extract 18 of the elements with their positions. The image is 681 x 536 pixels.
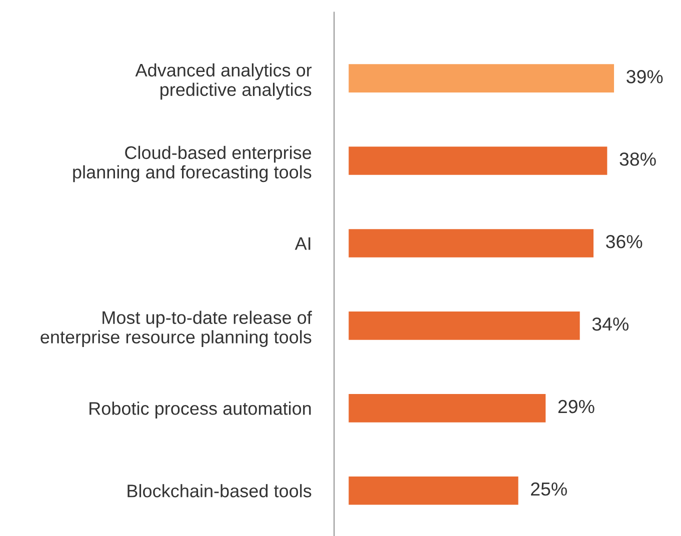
bar <box>348 475 520 506</box>
bar <box>348 310 582 342</box>
bar <box>348 145 609 176</box>
bar <box>348 392 548 424</box>
y-tick-label: Advanced analytics or predictive analytics <box>135 63 312 100</box>
data-label: 36% <box>606 234 642 248</box>
data-label: 38% <box>620 152 656 166</box>
y-tick-label: AI <box>294 237 310 250</box>
data-label: 39% <box>626 70 663 84</box>
y-tick-label: Robotic process automation <box>90 402 311 418</box>
data-label: 34% <box>592 317 628 331</box>
y-tick-label: Cloud-based enterprise planning and forecasting tools <box>73 146 312 182</box>
bar <box>348 62 616 94</box>
bar <box>348 228 595 259</box>
data-label: 25% <box>531 482 567 496</box>
y-tick-label: Blockchain-based tools <box>128 484 312 498</box>
y-tick-label: Most up-to-date release of enterprise resource planning tools <box>40 310 312 348</box>
data-label: 29% <box>558 400 594 414</box>
